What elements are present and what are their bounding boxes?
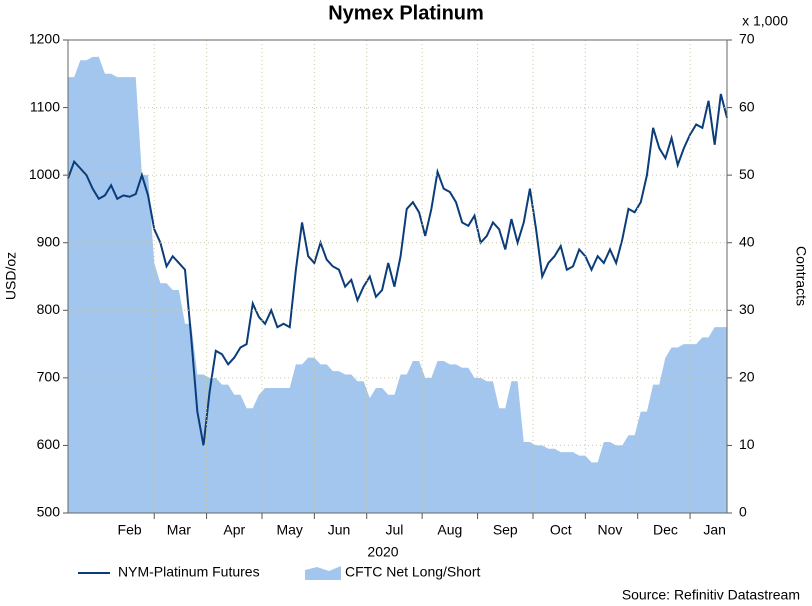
x-tick-label: May (276, 522, 302, 538)
area (68, 56, 727, 514)
y2-tick-label: 50 (739, 166, 755, 182)
y-tick-label: 900 (37, 233, 61, 249)
y2-tick-label: 0 (739, 504, 747, 520)
legend-label: NYM-Platinum Futures (118, 564, 260, 580)
x-tick-label: Oct (550, 522, 572, 538)
y-tick-label: 1200 (29, 31, 60, 47)
x-tick-label: Dec (653, 522, 678, 538)
x-axis-label: 2020 (367, 544, 398, 560)
y-tick-label: 700 (37, 369, 61, 385)
y-tick-label: 600 (37, 436, 61, 452)
y2-unit: x 1,000 (742, 13, 788, 29)
y-axis-label: USD/oz (3, 252, 19, 300)
y2-tick-label: 40 (739, 233, 755, 249)
x-tick-label: Mar (167, 522, 191, 538)
y-tick-label: 800 (37, 301, 61, 317)
source: Source: Refinitiv Datastream (622, 587, 800, 603)
y-tick-label: 1100 (30, 98, 60, 114)
y2-tick-label: 70 (739, 31, 755, 47)
x-tick-label: Jul (385, 522, 403, 538)
x-tick-label: Aug (437, 522, 462, 538)
x-tick-label: Apr (223, 522, 245, 538)
line (67, 93, 728, 446)
y-tick-label: 1000 (29, 166, 60, 182)
chart-title: Nymex Platinum (328, 2, 484, 24)
y-tick-label: 500 (37, 504, 61, 520)
y2-tick-label: 30 (739, 301, 755, 317)
plot-frame (67, 39, 728, 514)
y2-tick-label: 60 (739, 98, 755, 114)
x-tick-label: Jun (328, 522, 351, 538)
y2-axis-label: Contracts (793, 246, 809, 306)
x-tick-label: Sep (493, 522, 518, 538)
x-tick-label: Jan (703, 522, 726, 538)
y2-tick-label: 10 (739, 436, 755, 452)
legend-swatch (305, 566, 341, 580)
y2-tick-label: 20 (739, 369, 755, 385)
legend-label: CFTC Net Long/Short (345, 564, 480, 580)
x-tick-label: Feb (118, 522, 142, 538)
x-tick-label: Nov (598, 522, 623, 538)
